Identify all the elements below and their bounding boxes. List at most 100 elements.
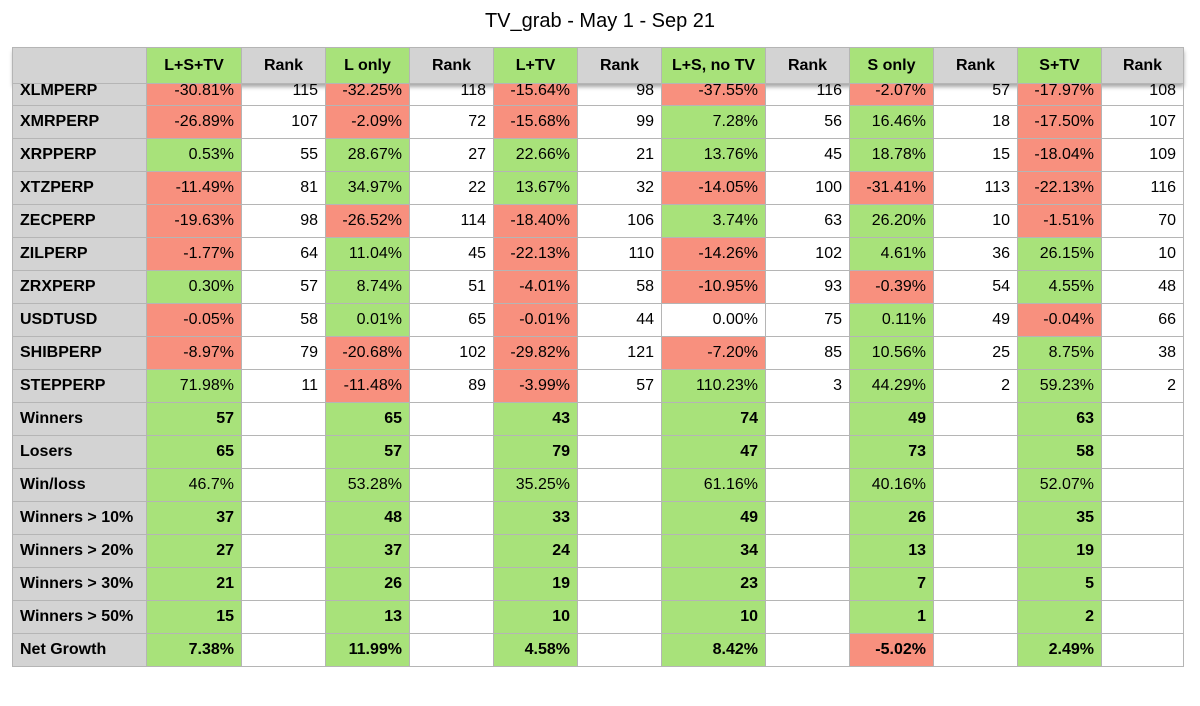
summary-value-cell[interactable]: 34 (661, 534, 766, 568)
rank-cell[interactable]: 27 (409, 138, 494, 172)
empty-rank-cell[interactable] (765, 402, 850, 436)
value-cell[interactable]: -7.20% (661, 336, 766, 370)
rank-cell[interactable]: 36 (933, 237, 1018, 271)
empty-rank-cell[interactable] (933, 501, 1018, 535)
rank-cell[interactable]: 49 (933, 303, 1018, 337)
summary-label[interactable]: Net Growth (12, 633, 147, 667)
value-cell[interactable]: -11.49% (146, 171, 242, 205)
empty-rank-cell[interactable] (409, 600, 494, 634)
value-cell[interactable]: -10.95% (661, 270, 766, 304)
empty-rank-cell[interactable] (765, 600, 850, 634)
summary-value-cell[interactable]: 26 (325, 567, 410, 601)
empty-rank-cell[interactable] (933, 534, 1018, 568)
value-cell[interactable]: -30.81% (146, 83, 242, 106)
value-cell[interactable]: 4.55% (1017, 270, 1102, 304)
summary-value-cell[interactable]: 8.42% (661, 633, 766, 667)
rank-cell[interactable]: 18 (933, 105, 1018, 139)
rank-cell[interactable]: 56 (765, 105, 850, 139)
empty-rank-cell[interactable] (1101, 567, 1184, 601)
empty-rank-cell[interactable] (1101, 633, 1184, 667)
empty-rank-cell[interactable] (409, 402, 494, 436)
summary-value-cell[interactable]: 26 (849, 501, 934, 535)
rank-cell[interactable]: 45 (409, 237, 494, 271)
rank-cell[interactable]: 66 (1101, 303, 1184, 337)
rank-cell[interactable]: 98 (577, 83, 662, 106)
value-cell[interactable]: -8.97% (146, 336, 242, 370)
rank-cell[interactable]: 3 (765, 369, 850, 403)
summary-value-cell[interactable]: 57 (325, 435, 410, 469)
empty-rank-cell[interactable] (577, 402, 662, 436)
rank-cell[interactable]: 70 (1101, 204, 1184, 238)
rank-cell[interactable]: 65 (409, 303, 494, 337)
value-cell[interactable]: 44.29% (849, 369, 934, 403)
summary-value-cell[interactable]: 46.7% (146, 468, 242, 502)
empty-rank-cell[interactable] (577, 600, 662, 634)
header-corner[interactable] (12, 47, 147, 84)
rank-cell[interactable]: 57 (933, 83, 1018, 106)
row-label[interactable]: ZRXPERP (12, 270, 147, 304)
summary-value-cell[interactable]: 24 (493, 534, 578, 568)
empty-rank-cell[interactable] (933, 435, 1018, 469)
value-cell[interactable]: 26.15% (1017, 237, 1102, 271)
value-cell[interactable]: -26.89% (146, 105, 242, 139)
rank-cell[interactable]: 48 (1101, 270, 1184, 304)
rank-cell[interactable]: 102 (765, 237, 850, 271)
rank-cell[interactable]: 85 (765, 336, 850, 370)
empty-rank-cell[interactable] (409, 468, 494, 502)
summary-value-cell[interactable]: 37 (146, 501, 242, 535)
rank-cell[interactable]: 22 (409, 171, 494, 205)
empty-rank-cell[interactable] (765, 468, 850, 502)
column-header-rank[interactable]: Rank (765, 47, 850, 84)
rank-cell[interactable]: 81 (241, 171, 326, 205)
value-cell[interactable]: -0.01% (493, 303, 578, 337)
column-header[interactable]: L+S, no TV (661, 47, 766, 84)
value-cell[interactable]: 110.23% (661, 369, 766, 403)
value-cell[interactable]: 13.67% (493, 171, 578, 205)
value-cell[interactable]: 34.97% (325, 171, 410, 205)
rank-cell[interactable]: 118 (409, 83, 494, 106)
empty-rank-cell[interactable] (1101, 501, 1184, 535)
rank-cell[interactable]: 10 (933, 204, 1018, 238)
rank-cell[interactable]: 58 (577, 270, 662, 304)
summary-value-cell[interactable]: 7.38% (146, 633, 242, 667)
value-cell[interactable]: -20.68% (325, 336, 410, 370)
rank-cell[interactable]: 55 (241, 138, 326, 172)
value-cell[interactable]: 0.30% (146, 270, 242, 304)
rank-cell[interactable]: 58 (241, 303, 326, 337)
rank-cell[interactable]: 54 (933, 270, 1018, 304)
empty-rank-cell[interactable] (765, 534, 850, 568)
value-cell[interactable]: 0.11% (849, 303, 934, 337)
rank-cell[interactable]: 121 (577, 336, 662, 370)
value-cell[interactable]: 26.20% (849, 204, 934, 238)
value-cell[interactable]: -22.13% (1017, 171, 1102, 205)
rank-cell[interactable]: 21 (577, 138, 662, 172)
rank-cell[interactable]: 116 (1101, 171, 1184, 205)
summary-value-cell[interactable]: 58 (1017, 435, 1102, 469)
empty-rank-cell[interactable] (577, 468, 662, 502)
rank-cell[interactable]: 57 (577, 369, 662, 403)
empty-rank-cell[interactable] (577, 567, 662, 601)
summary-value-cell[interactable]: 65 (146, 435, 242, 469)
value-cell[interactable]: 8.75% (1017, 336, 1102, 370)
value-cell[interactable]: -11.48% (325, 369, 410, 403)
value-cell[interactable]: 0.00% (661, 303, 766, 337)
empty-rank-cell[interactable] (409, 435, 494, 469)
rank-cell[interactable]: 102 (409, 336, 494, 370)
value-cell[interactable]: -0.04% (1017, 303, 1102, 337)
empty-rank-cell[interactable] (1101, 600, 1184, 634)
summary-value-cell[interactable]: 79 (493, 435, 578, 469)
summary-value-cell[interactable]: 1 (849, 600, 934, 634)
summary-value-cell[interactable]: 35 (1017, 501, 1102, 535)
rank-cell[interactable]: 25 (933, 336, 1018, 370)
value-cell[interactable]: -37.55% (661, 83, 766, 106)
summary-value-cell[interactable]: 19 (493, 567, 578, 601)
rank-cell[interactable]: 63 (765, 204, 850, 238)
value-cell[interactable]: -32.25% (325, 83, 410, 106)
summary-value-cell[interactable]: 47 (661, 435, 766, 469)
empty-rank-cell[interactable] (577, 501, 662, 535)
summary-label[interactable]: Winners > 20% (12, 534, 147, 568)
rank-cell[interactable]: 51 (409, 270, 494, 304)
summary-value-cell[interactable]: 19 (1017, 534, 1102, 568)
value-cell[interactable]: -29.82% (493, 336, 578, 370)
rank-cell[interactable]: 57 (241, 270, 326, 304)
